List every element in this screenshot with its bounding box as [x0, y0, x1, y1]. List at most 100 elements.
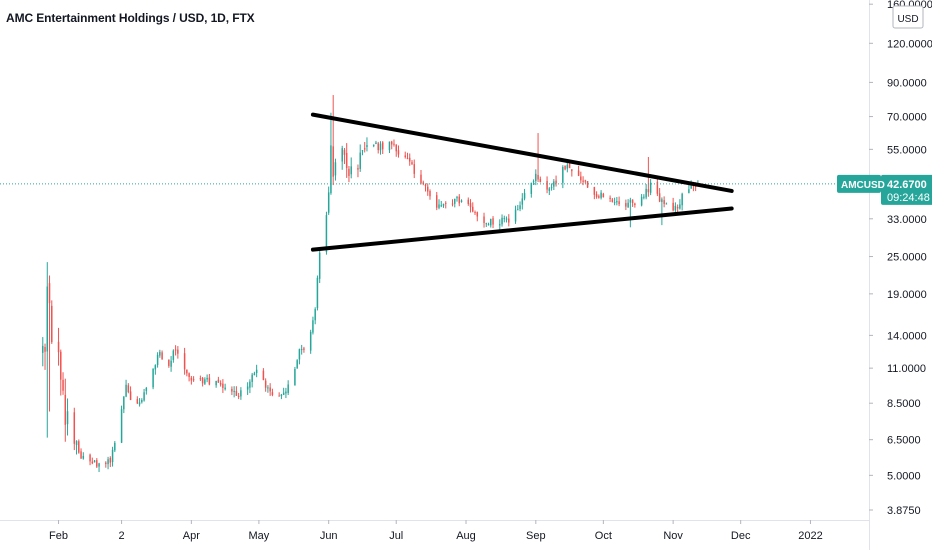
- candle-body: [318, 252, 321, 279]
- candle-body: [476, 212, 479, 217]
- candle-body: [408, 157, 411, 162]
- candle: [143, 388, 145, 402]
- x-tick-label: Apr: [183, 530, 200, 542]
- candle: [341, 145, 343, 170]
- candle: [595, 191, 598, 199]
- candle: [485, 222, 488, 227]
- symbol-tag-box: [837, 174, 881, 193]
- candle: [217, 376, 220, 383]
- candle: [109, 456, 112, 468]
- candle: [388, 141, 391, 154]
- candle-body: [66, 411, 69, 425]
- candle: [278, 392, 280, 397]
- x-tick-label: Aug: [456, 530, 476, 542]
- candle-body: [152, 368, 154, 388]
- candle: [215, 380, 217, 388]
- candle-body: [136, 399, 139, 404]
- candle: [408, 153, 411, 166]
- candle-body: [154, 365, 157, 370]
- candle-body: [539, 178, 542, 183]
- candle-body: [381, 142, 384, 150]
- candle: [120, 405, 123, 444]
- candle-body: [138, 402, 141, 405]
- candle-body: [609, 197, 611, 200]
- candle: [348, 165, 350, 183]
- candle: [564, 165, 566, 171]
- candle: [555, 175, 557, 187]
- candle: [294, 366, 296, 386]
- candle: [361, 149, 364, 156]
- candle-body: [546, 180, 548, 190]
- candle: [168, 359, 170, 368]
- candle: [249, 379, 251, 394]
- candle-body: [458, 196, 461, 204]
- candle: [501, 214, 503, 227]
- candle-body: [120, 409, 123, 443]
- candle-body: [611, 199, 614, 202]
- candle-body: [548, 188, 551, 191]
- candle: [451, 199, 454, 207]
- candle-body: [566, 164, 569, 169]
- candle-body: [78, 441, 80, 453]
- candle: [514, 205, 517, 224]
- candle: [440, 200, 443, 208]
- candle-body: [251, 374, 253, 382]
- y-tick-label: 25.0000: [887, 252, 927, 264]
- candle: [129, 386, 132, 401]
- candle: [674, 202, 677, 213]
- candle-body: [73, 412, 76, 444]
- x-tick-label: Jun: [320, 530, 338, 542]
- candle-body: [460, 200, 463, 203]
- candle-body: [555, 180, 557, 184]
- candle-body: [445, 202, 447, 204]
- candle: [359, 144, 361, 172]
- candle-body: [474, 212, 476, 214]
- x-tick-label: Feb: [49, 530, 68, 542]
- candle: [429, 189, 431, 200]
- candle: [312, 316, 314, 335]
- candle-body: [688, 189, 690, 193]
- candle-body: [366, 145, 368, 147]
- candle: [231, 386, 233, 396]
- candle: [629, 197, 632, 228]
- y-tick-label: 70.0000: [887, 112, 927, 124]
- y-tick-label: 90.0000: [887, 77, 927, 89]
- candle-body: [75, 441, 78, 445]
- candle-body: [98, 463, 100, 467]
- y-tick-label: 120.0000: [887, 38, 932, 50]
- candle-body: [393, 143, 395, 145]
- candle: [57, 327, 60, 366]
- candle: [611, 198, 614, 203]
- candle: [640, 194, 643, 207]
- candle: [60, 349, 62, 396]
- candle-body: [514, 209, 517, 222]
- candle: [600, 190, 602, 200]
- candle-body: [348, 168, 350, 176]
- candle-body: [372, 144, 375, 147]
- candle-body: [406, 157, 409, 159]
- candle-body: [674, 205, 677, 211]
- candle: [602, 192, 605, 198]
- candle: [161, 350, 163, 360]
- candle: [51, 300, 53, 344]
- candle-body: [690, 183, 692, 189]
- candle-body: [267, 387, 269, 389]
- candle-body: [57, 341, 60, 353]
- candle-body: [224, 387, 226, 390]
- candle-body: [123, 396, 125, 410]
- candle: [656, 177, 659, 197]
- x-tick-label: May: [249, 530, 270, 542]
- candle: [145, 386, 148, 395]
- x-tick-label: Oct: [595, 530, 612, 542]
- candle-body: [577, 170, 580, 176]
- candle-body: [413, 164, 415, 174]
- candle-body: [550, 187, 553, 189]
- candle-body: [361, 150, 364, 152]
- candle: [539, 176, 542, 183]
- candle-body: [127, 385, 130, 392]
- candle: [436, 191, 438, 211]
- candle: [42, 337, 44, 367]
- candle: [426, 183, 429, 196]
- candle-body: [451, 203, 454, 205]
